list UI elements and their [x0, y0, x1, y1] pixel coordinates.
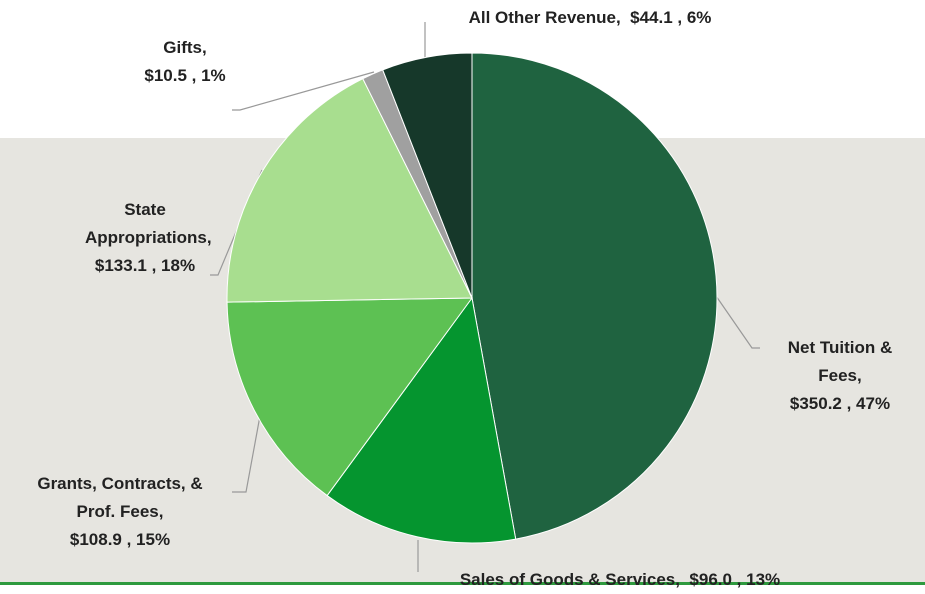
value-label: $350.2 , 47%	[789, 394, 891, 413]
category-label: Sales of Goods & Services,	[459, 570, 680, 589]
leader-line	[232, 71, 375, 111]
leader-line	[704, 279, 760, 349]
value-label: $44.1 , 6%	[630, 8, 712, 27]
slice-label: All Other Revenue, $44.1 , 6%	[400, 4, 780, 32]
pie	[226, 52, 718, 544]
slice-label: State Appropriations, $133.1 , 18%	[40, 196, 250, 280]
value-label: $10.5 , 1%	[144, 66, 226, 85]
slice-label: Gifts, $10.5 , 1%	[110, 34, 260, 90]
slice-label: Grants, Contracts, & Prof. Fees, $108.9 ,…	[20, 470, 220, 554]
category-label: Grants, Contracts, & Prof. Fees,	[37, 474, 203, 521]
pie-slice	[326, 296, 517, 544]
pie-slice	[226, 297, 473, 497]
value-label: $133.1 , 18%	[94, 256, 196, 275]
category-label: Gifts,	[163, 38, 207, 57]
category-label: State Appropriations,	[85, 200, 212, 247]
leader-line	[232, 404, 263, 493]
pie-slice	[382, 52, 473, 299]
bottom-rule	[0, 582, 925, 585]
slice-label: Sales of Goods & Services, $96.0 , 13%	[380, 566, 860, 594]
slice-label: Net Tuition & Fees, $350.2 , 47%	[750, 334, 925, 418]
pie-slice	[471, 52, 718, 540]
category-label: Net Tuition & Fees,	[787, 338, 893, 385]
value-label: $108.9 , 15%	[69, 530, 171, 549]
value-label: $96.0 , 13%	[689, 570, 781, 589]
category-label: All Other Revenue,	[468, 8, 621, 27]
pie-slice	[226, 77, 473, 303]
